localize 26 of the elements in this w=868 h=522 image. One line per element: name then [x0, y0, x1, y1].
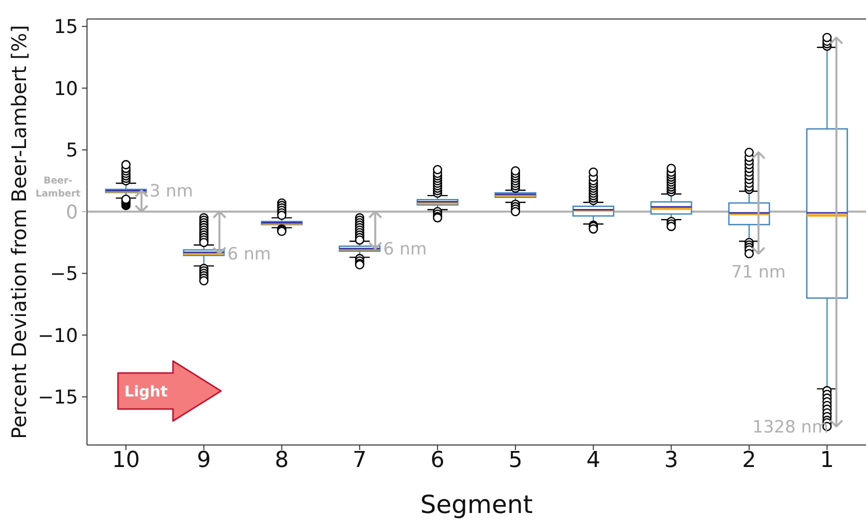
- x-tick-label: 1: [820, 448, 834, 473]
- y-tick-label: −5: [50, 263, 78, 286]
- y-tick-label: 0: [66, 201, 78, 224]
- x-tick-label: 10: [112, 448, 140, 473]
- annotation: Light: [124, 382, 168, 400]
- x-axis-title: Segment: [420, 490, 533, 519]
- x-tick-label: 6: [430, 448, 445, 473]
- y-axis-title: Percent Deviation from Beer-Lambert [%]: [7, 25, 31, 439]
- annotation: 6 nm: [227, 244, 271, 265]
- annotation: 71 nm: [731, 262, 786, 283]
- x-tick-label: 7: [352, 448, 367, 473]
- y-tick-label: −15: [38, 386, 78, 408]
- annotation: 3 nm: [150, 182, 194, 202]
- annotation: 1328 nm: [752, 417, 828, 438]
- y-tick-label: 15: [54, 16, 78, 38]
- x-tick-label: 4: [586, 448, 600, 473]
- x-tick-label: 3: [664, 448, 678, 473]
- y-tick-label: 5: [66, 140, 78, 162]
- annotation: 6 nm: [383, 240, 427, 260]
- y-tick-label: −10: [38, 324, 78, 347]
- x-tick-label: 2: [742, 448, 756, 473]
- x-tick-label: 5: [508, 448, 522, 473]
- ref-line-label: Beer-Lambert: [36, 176, 81, 200]
- x-tick-label: 9: [196, 448, 211, 473]
- x-tick-label: 8: [274, 448, 289, 473]
- y-tick-label: 10: [54, 78, 78, 100]
